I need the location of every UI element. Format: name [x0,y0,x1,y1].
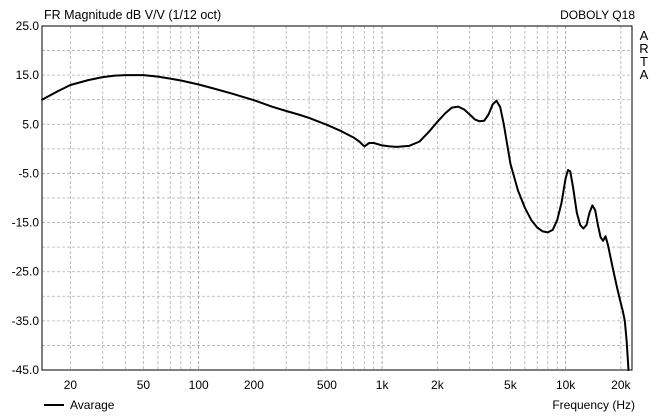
x-tick-label: 20k [611,378,631,392]
y-tick-label: 25.0 [16,19,40,33]
series-line-avarage [41,74,630,371]
series-line-layer [41,74,630,371]
y-tick-label: -35.0 [12,314,40,328]
y-tick-label: -15.0 [12,216,40,230]
y-tick-label: -5.0 [18,166,39,180]
chart-title: FR Magnitude dB V/V (1/12 oct) [44,8,221,22]
x-tick-label: 20 [64,378,78,392]
watermark-letter-t: T [640,54,648,69]
legend-label: Avarage [70,398,115,412]
x-tick-label: 50 [137,378,151,392]
y-tick-label: -25.0 [12,265,40,279]
x-axis-label: Frequency (Hz) [552,398,635,412]
x-tick-label: 100 [189,378,209,392]
plot-frame [41,25,633,371]
watermark-letter-a1: A [640,28,649,43]
legend: Avarage [44,398,115,412]
arta-watermark: A R T A [639,28,648,82]
x-tick-label: 1k [376,378,390,392]
y-tick-label: 15.0 [16,68,40,82]
grid-layer [42,26,632,370]
y-tick-label: -45.0 [12,363,40,377]
y-tick-label: 5.0 [22,117,39,131]
device-name: DOBOLY Q18 [560,8,635,22]
x-tick-label: 200 [244,378,264,392]
y-tick-labels: 25.0 15.0 5.0 -5.0 -15.0 -25.0 -35.0 -45.0 [12,19,40,377]
x-tick-label: 500 [317,378,337,392]
x-tick-label: 2k [431,378,445,392]
x-tick-labels: 20 50 100 200 500 1k 2k 5k 10k 20k [64,378,632,392]
watermark-letter-r: R [639,41,648,56]
x-tick-label: 5k [504,378,518,392]
x-tick-label: 10k [556,378,576,392]
watermark-letter-a2: A [640,67,649,82]
